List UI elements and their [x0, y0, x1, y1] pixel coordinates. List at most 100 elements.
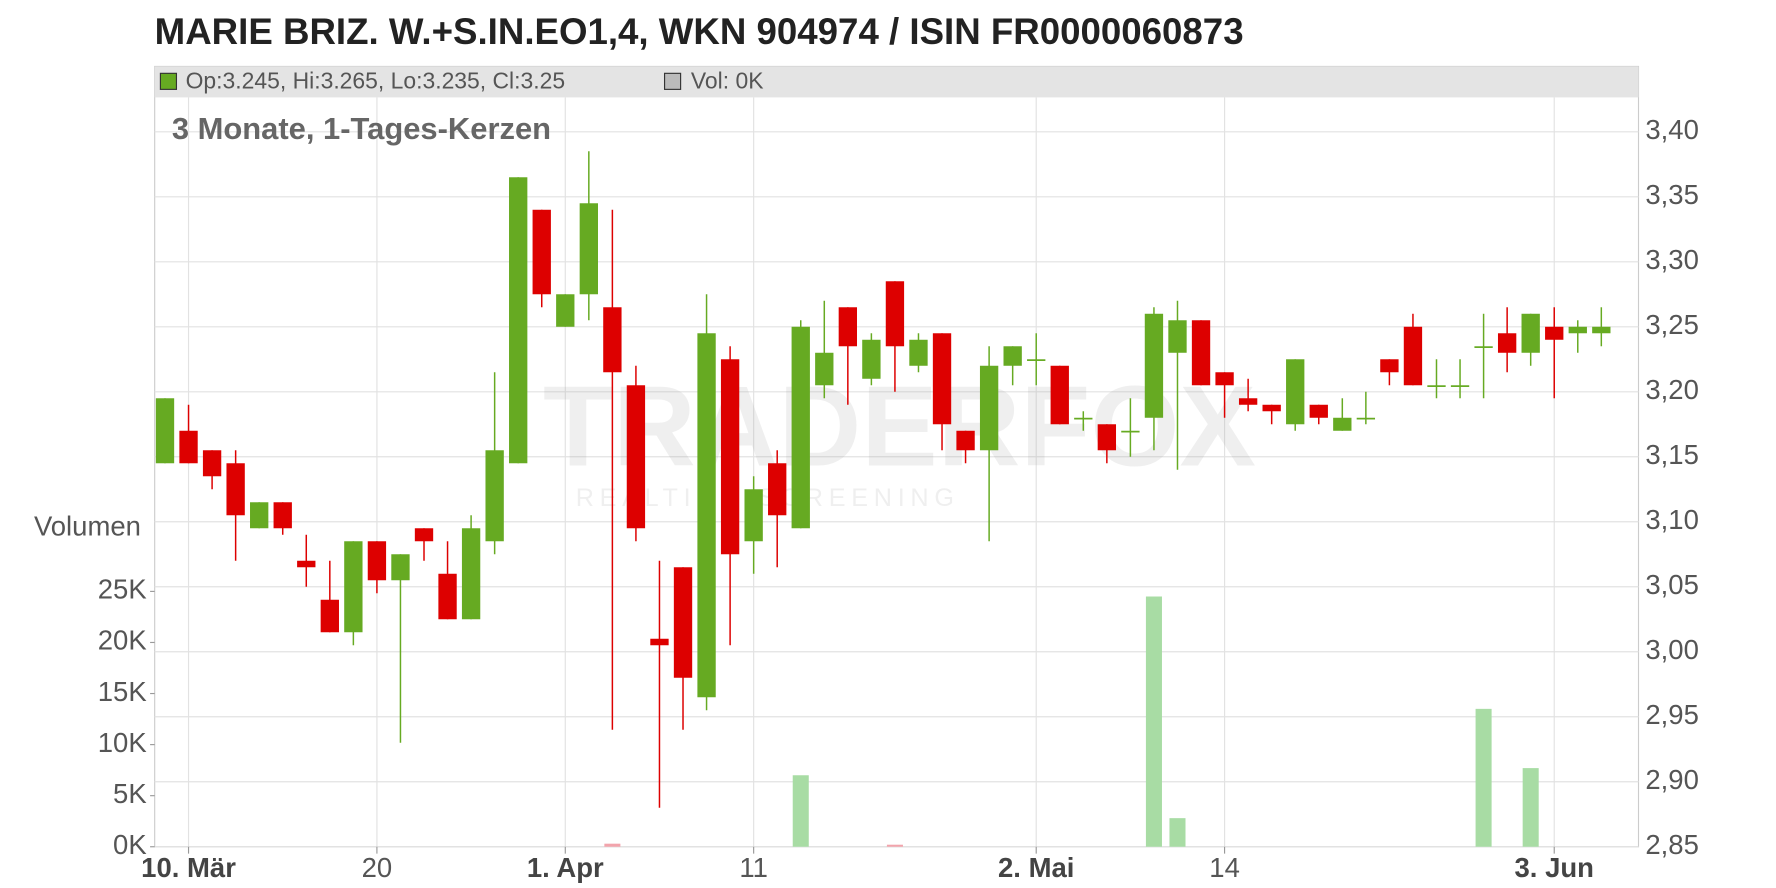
- candle-body: [744, 489, 763, 542]
- candle-body: [697, 333, 716, 698]
- y-tick-label: 3,10: [1645, 504, 1699, 535]
- volume-bar: [604, 843, 621, 847]
- legend-ohlc: Op:3.245, Hi:3.265, Lo:3.235, Cl:3.25: [186, 68, 566, 94]
- legend-swatch-volume: [663, 72, 682, 90]
- candle-body: [1238, 398, 1258, 405]
- x-tick-label: 14: [1209, 852, 1240, 883]
- x-tick-label: 11: [739, 852, 768, 883]
- candle-body: [603, 307, 622, 373]
- candle-body: [297, 560, 316, 568]
- legend-bar: [154, 66, 1639, 98]
- candle-body: [932, 333, 952, 425]
- candle-body: [556, 294, 575, 327]
- candle-body: [1191, 320, 1211, 386]
- candle-body: [179, 430, 198, 464]
- candle-body: [461, 528, 481, 620]
- y-tick-label: 3,00: [1645, 634, 1699, 665]
- watermark: TRADERFOX REALTIME SCREENING: [543, 363, 1256, 513]
- candle-body: [885, 281, 905, 347]
- candle-body: [1497, 333, 1517, 353]
- y-tick-label: 3,15: [1645, 439, 1699, 470]
- candle-body: [1333, 417, 1352, 431]
- volume-bar: [1169, 818, 1186, 847]
- candle-body: [979, 365, 999, 451]
- candle-body: [1027, 359, 1046, 361]
- candle-body: [250, 502, 269, 529]
- candle-body: [838, 307, 858, 347]
- candle-body: [1144, 313, 1164, 418]
- y2-tick-label: 20K: [98, 625, 148, 656]
- y2-tick-label: 25K: [98, 574, 148, 605]
- candle-body: [202, 450, 222, 477]
- legend-swatch-ohlc: [159, 72, 178, 90]
- candle-body: [226, 463, 245, 516]
- y2-tick-label: 0K: [113, 829, 147, 860]
- candle-body: [815, 352, 834, 386]
- candle-body: [1474, 346, 1493, 348]
- candle-body: [650, 638, 669, 646]
- candle-body: [414, 528, 434, 542]
- y-tick-label: 2,95: [1645, 699, 1699, 730]
- y-tick-label: 3,20: [1645, 374, 1699, 405]
- candle-body: [673, 567, 693, 678]
- candle-body: [626, 385, 646, 529]
- volume-bar: [1475, 708, 1492, 847]
- candle-body: [509, 177, 528, 464]
- candle-body: [791, 326, 810, 529]
- candle-body: [1121, 430, 1140, 433]
- volume-bar: [1522, 768, 1539, 847]
- watermark-text: TRADERFOX: [543, 363, 1256, 491]
- candle-body: [909, 339, 928, 366]
- y2-tick-label: 15K: [98, 676, 148, 707]
- volume-bar: [886, 844, 903, 847]
- candle-body: [485, 450, 504, 542]
- grid: [150, 97, 1639, 854]
- y-tick-label: 3,25: [1645, 309, 1699, 340]
- candle-body: [1356, 417, 1376, 420]
- candle-body: [320, 599, 339, 633]
- candle-body: [1168, 320, 1187, 353]
- y2-tick-label: 5K: [113, 778, 147, 809]
- chart-title: MARIE BRIZ. W.+S.IN.EO1,4, WKN 904974 / …: [155, 11, 1244, 52]
- x-tick-label: 10. Mär: [141, 852, 236, 883]
- candle-body: [367, 541, 387, 581]
- y2-tick-label: 10K: [98, 727, 148, 758]
- candle-body: [579, 203, 598, 295]
- candle-body: [1403, 326, 1423, 386]
- candle-body: [1097, 424, 1117, 451]
- candle-body: [532, 209, 551, 295]
- y2-title: Volumen: [34, 510, 141, 541]
- x-tick-label: 3. Jun: [1515, 852, 1594, 883]
- candle-body: [1050, 365, 1069, 425]
- volume-bar: [1145, 596, 1162, 847]
- y-tick-label: 2,90: [1645, 764, 1699, 795]
- candle-body: [391, 554, 410, 581]
- y-tick-label: 3,35: [1645, 179, 1699, 210]
- subtitle: 3 Monate, 1-Tages-Kerzen: [172, 111, 551, 146]
- candle-body: [1003, 346, 1022, 366]
- y-tick-label: 3,40: [1645, 114, 1699, 145]
- candle-body: [956, 430, 975, 451]
- candle-body: [1450, 385, 1470, 387]
- x-tick-label: 2. Mai: [998, 852, 1074, 883]
- candle-body: [1215, 372, 1234, 386]
- candle-body: [1521, 313, 1540, 353]
- candle-body: [768, 463, 787, 516]
- candle-body: [862, 339, 881, 379]
- volume-bar: [792, 775, 809, 847]
- candle-body: [155, 398, 175, 464]
- candle-body: [1074, 417, 1093, 420]
- candle-body: [1568, 326, 1587, 334]
- candle-body: [1545, 326, 1564, 340]
- legend-volume: Vol: 0K: [691, 68, 764, 94]
- y-tick-label: 3,05: [1645, 569, 1699, 600]
- candle-body: [1286, 359, 1305, 425]
- candle-body: [1380, 359, 1399, 373]
- x-tick-label: 20: [362, 852, 393, 883]
- candle-body: [1309, 404, 1328, 418]
- candle-body: [1262, 404, 1281, 412]
- x-tick-label: 1. Apr: [527, 852, 604, 883]
- candle-body: [438, 573, 457, 620]
- candle-body: [273, 502, 292, 529]
